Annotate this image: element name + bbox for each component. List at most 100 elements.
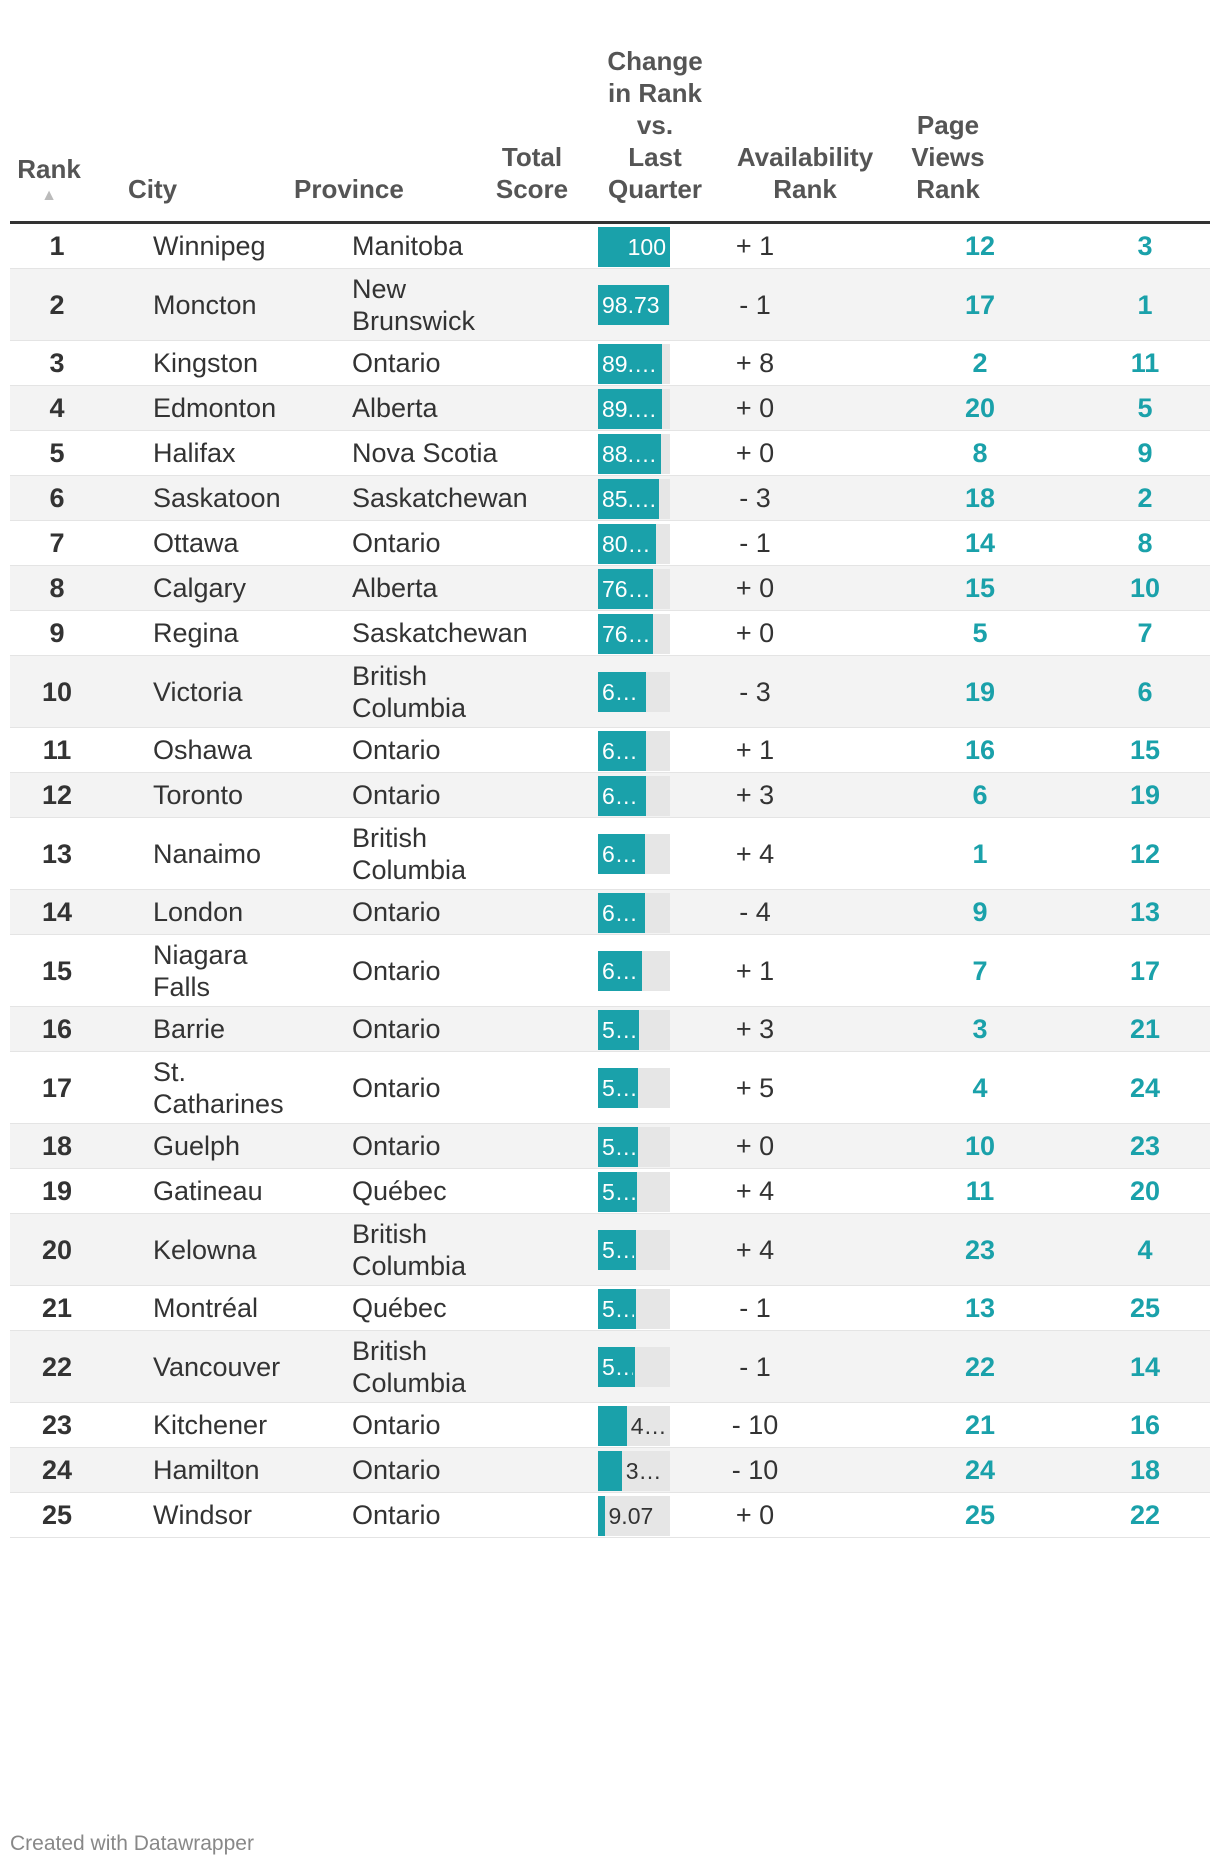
score-bar xyxy=(598,1347,636,1387)
sort-ascending-icon[interactable]: ▲ xyxy=(41,187,57,204)
score-label: 100 xyxy=(627,233,666,260)
availability-rank-cell: 9 xyxy=(972,897,988,927)
change-cell: + 0 xyxy=(735,1131,775,1161)
rank-cell: 24 xyxy=(41,1455,73,1485)
score-bar-track: 6… xyxy=(598,951,670,991)
change-cell: + 1 xyxy=(735,955,775,986)
score-bar-track: 76… xyxy=(598,568,670,609)
rank-cell: 23 xyxy=(41,1410,73,1440)
header-availability-rank[interactable]: Availability Rank xyxy=(736,142,874,204)
header-page-views-rank[interactable]: Page Views Rank xyxy=(911,110,985,204)
availability-rank-cell: 12 xyxy=(964,231,996,261)
table-row: 9 Regina Saskatchewan 76… + 0 5 7 xyxy=(10,611,1210,656)
score-bar xyxy=(598,1171,637,1212)
availability-rank-cell: 15 xyxy=(964,573,996,603)
table-row: 23 Kitchener Ontario 4… - 10 21 16 xyxy=(10,1403,1210,1448)
rank-cell: 22 xyxy=(41,1351,73,1382)
availability-rank-cell: 6 xyxy=(972,780,988,810)
table-header: Rank ▲ City Province Total Score Change … xyxy=(10,0,1210,224)
table-row: 10 Victoria British Columbia 6… - 3 19 6 xyxy=(10,656,1210,728)
rank-cell: 1 xyxy=(49,231,65,261)
page-views-rank-cell: 2 xyxy=(1137,483,1153,513)
score-bar-track: 9.07 xyxy=(598,1495,670,1536)
table-row: 11 Oshawa Ontario 6… + 1 16 15 xyxy=(10,728,1210,773)
score-bar xyxy=(598,1009,640,1050)
header-province[interactable]: Province xyxy=(294,174,404,204)
rank-cell: 7 xyxy=(49,528,65,558)
city-cell: Moncton xyxy=(153,289,257,320)
city-cell: London xyxy=(153,897,244,927)
change-cell: - 1 xyxy=(739,528,771,558)
score-bar-track: 88.… xyxy=(598,433,670,474)
page-views-rank-cell: 25 xyxy=(1129,1293,1161,1323)
score-label: 6… xyxy=(602,958,638,984)
city-cell: Victoria xyxy=(153,676,243,707)
availability-rank-cell: 1 xyxy=(972,838,988,869)
availability-rank-cell: 8 xyxy=(972,438,988,468)
availability-rank-cell: 10 xyxy=(964,1131,996,1161)
rank-cell: 8 xyxy=(49,573,65,603)
province-cell: Ontario xyxy=(352,955,441,986)
table-row: 22 Vancouver British Columbia 5… - 1 22 14 xyxy=(10,1331,1210,1403)
header-total-score[interactable]: Total Score xyxy=(495,142,569,204)
province-cell: Ontario xyxy=(352,1072,441,1103)
change-cell: - 10 xyxy=(731,1410,779,1440)
score-label: 85.… xyxy=(602,485,657,512)
score-bar-track: 5… xyxy=(598,1288,670,1329)
change-cell: + 1 xyxy=(735,231,775,261)
city-cell: Toronto xyxy=(153,780,244,810)
table-row: 13 Nanaimo British Columbia 6… + 4 1 12 xyxy=(10,818,1210,890)
page-views-rank-cell: 6 xyxy=(1137,676,1153,707)
page-views-rank-cell: 23 xyxy=(1129,1131,1161,1161)
city-cell: Montréal xyxy=(153,1293,259,1323)
score-bar-track: 100 xyxy=(598,226,670,267)
table-row: 21 Montréal Québec 5… - 1 13 25 xyxy=(10,1286,1210,1331)
city-cell: Halifax xyxy=(153,438,236,468)
score-bar-track: 89.… xyxy=(598,388,670,429)
score-bar-track: 5… xyxy=(598,1230,670,1270)
change-cell: - 3 xyxy=(739,483,771,513)
score-bar xyxy=(598,951,642,991)
city-cell: Calgary xyxy=(153,573,247,603)
rank-cell: 3 xyxy=(49,348,65,378)
page-views-rank-cell: 10 xyxy=(1129,573,1161,603)
score-bar xyxy=(598,1495,605,1536)
page-views-rank-cell: 8 xyxy=(1137,528,1153,558)
score-bar-track: 89.… xyxy=(598,343,670,384)
city-cell: Kelowna xyxy=(153,1234,257,1265)
score-label: 89.… xyxy=(602,395,657,422)
province-cell: Nova Scotia xyxy=(352,438,498,468)
page-views-rank-cell: 12 xyxy=(1129,838,1161,869)
score-bar xyxy=(598,1450,622,1491)
score-bar xyxy=(598,1405,627,1446)
score-bar xyxy=(598,226,670,267)
province-cell: Ontario xyxy=(352,348,441,378)
table-row: 15 Niagara Falls Ontario 6… + 1 7 17 xyxy=(10,935,1210,1007)
score-label: 5… xyxy=(602,1075,637,1101)
score-bar xyxy=(598,523,656,564)
province-cell: British Columbia xyxy=(352,1335,467,1398)
change-cell: + 4 xyxy=(735,838,775,869)
header-change-in-rank[interactable]: Change in Rank vs. Last Quarter xyxy=(607,46,703,204)
page-views-rank-cell: 21 xyxy=(1129,1014,1161,1044)
score-bar xyxy=(598,775,647,816)
page-views-rank-cell: 18 xyxy=(1129,1455,1161,1485)
availability-rank-cell: 11 xyxy=(965,1176,995,1206)
header-city[interactable]: City xyxy=(128,174,178,204)
table-row: 18 Guelph Ontario 5… + 0 10 23 xyxy=(10,1124,1210,1169)
city-cell: Vancouver xyxy=(153,1351,281,1382)
score-bar xyxy=(598,1288,637,1329)
table-row: 7 Ottawa Ontario 80… - 1 14 8 xyxy=(10,521,1210,566)
score-bar xyxy=(598,834,645,874)
availability-rank-cell: 24 xyxy=(964,1455,996,1485)
header-rank[interactable]: Rank ▲ xyxy=(10,153,88,205)
score-bar-track: 5… xyxy=(598,1171,670,1212)
city-cell: Windsor xyxy=(153,1500,253,1530)
table-row: 24 Hamilton Ontario 3… - 10 24 18 xyxy=(10,1448,1210,1493)
rank-cell: 15 xyxy=(41,955,73,986)
change-cell: + 3 xyxy=(735,1014,775,1044)
score-bar-track: 6… xyxy=(598,730,670,771)
rank-cell: 16 xyxy=(41,1014,73,1044)
score-bar xyxy=(598,1126,638,1167)
rank-cell: 12 xyxy=(41,780,73,810)
